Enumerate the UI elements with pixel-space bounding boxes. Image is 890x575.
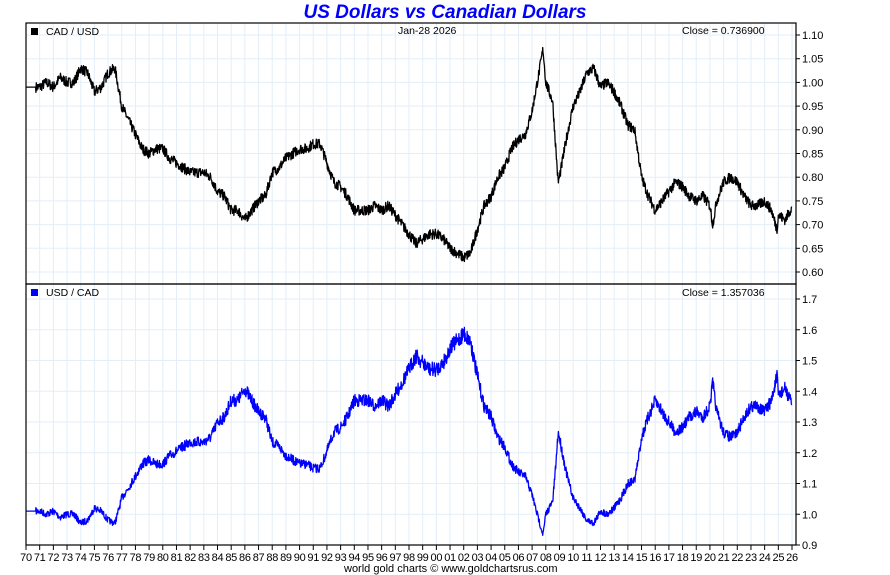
x-tick-label: 06 [513,552,525,564]
bottom-y-tick-label: 1.5 [802,356,817,368]
bottom-y-tick-label: 1.2 [802,448,817,460]
x-tick-label: 74 [75,552,87,564]
x-tick-label: 17 [663,552,675,564]
x-tick-label: 91 [307,552,319,564]
x-tick-label: 18 [677,552,689,564]
x-tick-label: 20 [704,552,716,564]
x-tick-label: 99 [417,552,429,564]
bottom-y-tick-label: 1.7 [802,294,817,306]
x-tick-label: 78 [130,552,142,564]
footer-credit: world gold charts © www.goldchartsrus.co… [343,563,558,575]
x-tick-label: 89 [280,552,292,564]
top-y-axis: 1.10 1.05 1.00 0.95 0.90 0.85 0.80 0.75 0.70 0.65… [796,30,823,279]
bottom-y-tick-label: 1.4 [802,386,817,398]
bottom-close-label: Close = 1.357036 [682,287,765,299]
x-tick-label: 79 [143,552,155,564]
bottom-panel-grid [25,284,796,546]
x-tick-label: 81 [171,552,183,564]
cad-usd-line [25,46,793,263]
x-tick-label: 73 [61,552,73,564]
top-y-tick-label: 0.85 [802,149,823,161]
x-tick-label: 77 [116,552,128,564]
top-y-tick-label: 1.00 [802,77,823,89]
x-tick-label: 76 [102,552,114,564]
x-tick-label: 24 [759,552,771,564]
bottom-y-tick-label: 1.1 [802,479,817,491]
top-close-label: Close = 0.736900 [682,25,765,37]
x-tick-label: 03 [472,552,484,564]
x-tick-label: 09 [554,552,566,564]
x-tick-label: 96 [376,552,388,564]
top-y-tick-label: 1.05 [802,54,823,66]
bottom-y-tick-label: 0.9 [802,540,817,552]
top-panel-line-group [25,46,793,263]
x-tick-label: 04 [485,552,497,564]
bottom-panel-line-group [25,326,793,536]
x-tick-label: 11 [581,552,592,564]
x-tick-label: 94 [348,552,360,564]
x-tick-label: 86 [239,552,251,564]
bottom-legend-label: USD / CAD [46,287,100,299]
top-legend-label: CAD / USD [46,26,100,38]
x-tick-label: 93 [335,552,347,564]
x-tick-label: 02 [458,552,470,564]
top-y-tick-label: 0.70 [802,220,823,232]
bottom-y-axis: 1.7 1.6 1.5 1.4 1.3 1.2 1.1 1.0 0.9 [796,294,817,552]
bottom-y-tick-label: 1.6 [802,325,817,337]
x-tick-label: 16 [649,552,661,564]
x-tick-label: 82 [184,552,196,564]
x-tick-label: 21 [718,552,730,564]
x-tick-label: 80 [157,552,169,564]
x-tick-label: 88 [266,552,278,564]
x-tick-label: 00 [431,552,443,564]
bottom-legend-swatch [31,289,38,296]
x-tick-label: 72 [48,552,60,564]
x-tick-label: 12 [595,552,607,564]
x-tick-label: 92 [321,552,333,564]
x-tick-label: 22 [731,552,743,564]
x-tick-label: 97 [390,552,402,564]
top-date-label: Jan-28 2026 [398,25,457,37]
top-y-tick-label: 0.90 [802,125,823,137]
top-y-tick-label: 1.10 [802,30,823,42]
x-tick-label: 75 [89,552,101,564]
bottom-y-tick-label: 1.3 [802,417,817,429]
bottom-panel-frame [25,283,797,546]
top-y-tick-label: 0.80 [802,172,823,184]
top-y-tick-label: 0.60 [802,267,823,279]
x-tick-label: 01 [444,552,456,564]
x-tick-label: 07 [526,552,538,564]
x-tick-label: 05 [499,552,511,564]
x-tick-label: 84 [212,552,224,564]
x-tick-label: 71 [34,552,46,564]
x-tick-label: 15 [636,552,648,564]
bottom-y-tick-label: 1.0 [802,509,817,521]
x-tick-label: 87 [253,552,265,564]
x-tick-label: 26 [786,552,798,564]
top-y-tick-label: 0.95 [802,101,823,113]
x-axis: 70 71 72 73 74 75 76 77 78 79 80 81 82 83 84 85 86 87 88 89… [20,545,798,564]
top-y-tick-label: 0.75 [802,196,823,208]
chart-title: US Dollars vs Canadian Dollars [303,2,587,23]
x-tick-label: 85 [225,552,237,564]
usd-cad-line [25,326,793,536]
x-tick-label: 95 [362,552,374,564]
top-panel-grid [25,23,796,284]
x-tick-label: 83 [198,552,210,564]
x-tick-label: 13 [608,552,620,564]
top-y-tick-label: 0.65 [802,243,823,255]
x-tick-label: 08 [540,552,552,564]
x-tick-label: 70 [20,552,32,564]
x-tick-label: 90 [294,552,306,564]
x-tick-label: 98 [403,552,415,564]
top-legend-swatch [31,28,38,35]
x-tick-label: 14 [622,552,634,564]
x-tick-label: 25 [773,552,785,564]
x-tick-label: 19 [690,552,702,564]
x-tick-label: 10 [567,552,579,564]
x-tick-label: 23 [745,552,757,564]
